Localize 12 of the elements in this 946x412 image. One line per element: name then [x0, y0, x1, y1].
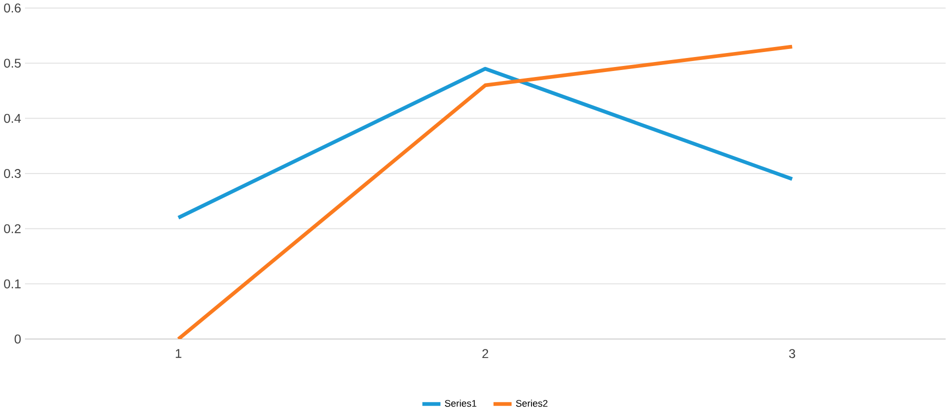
y-tick-label: 0.1	[4, 279, 21, 288]
y-tick-label: 0.4	[4, 114, 21, 123]
y-tick-label: 0.5	[4, 58, 21, 68]
y-tick-label: 0.2	[4, 224, 21, 233]
y-tick-label: 0.6	[4, 3, 21, 12]
x-tick-label: 3	[789, 348, 796, 358]
x-tick-label: 1	[176, 348, 182, 358]
legend-label: Series1	[444, 400, 476, 407]
x-tick-label: 2	[482, 348, 488, 358]
y-tick-label: 0	[14, 334, 21, 344]
legend-label: Series2	[516, 400, 548, 407]
y-tick-label: 0.3	[4, 168, 21, 178]
